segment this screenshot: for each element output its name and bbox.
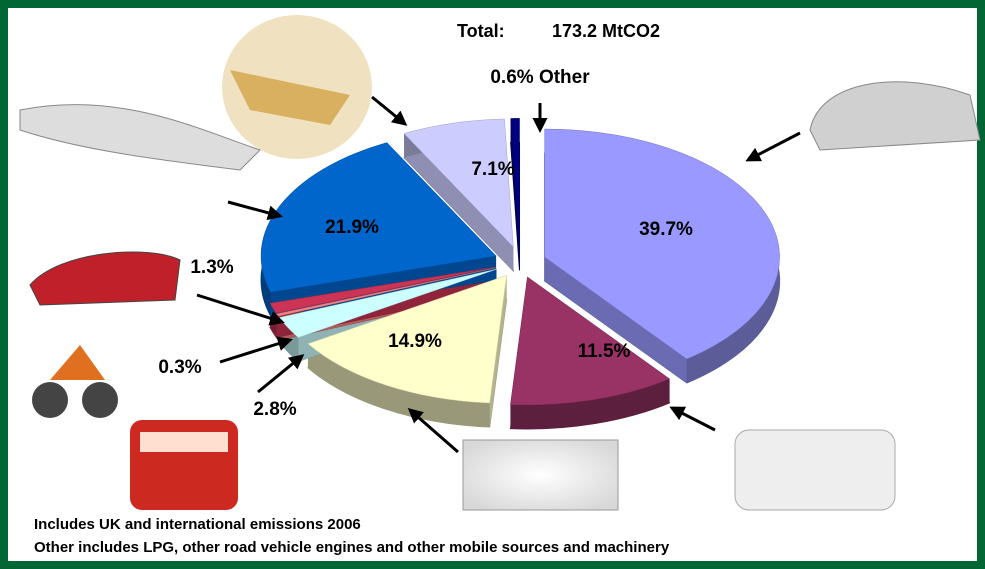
page: {"chart_data": { "type": "pie", "title":… [0, 0, 985, 569]
value-label: 0.3% [158, 357, 201, 378]
value-label: 2.8% [253, 399, 296, 420]
value-label: 7.1% [471, 159, 514, 180]
value-label: 11.5% [578, 341, 631, 362]
van-picture [735, 430, 895, 510]
value-label: 0.6% Other [490, 67, 590, 88]
note: Other includes LPG, other road vehicle e… [34, 539, 670, 556]
chart-subtitle: 173.2 MtCO2 [552, 21, 660, 41]
note: Includes UK and international emissions … [34, 516, 361, 533]
motorbike-wheel [32, 382, 68, 418]
truck-picture [463, 440, 618, 510]
value-label: 39.7% [639, 219, 693, 240]
chart: 39.7% 11.5% 14.9% 2.8% 0.3% 1.3% 21.9% 7.1% 0.6%… [0, 0, 985, 569]
value-label: 1.3% [190, 257, 233, 278]
bus-windows [140, 432, 228, 452]
motorbike-wheel [82, 382, 118, 418]
value-label: 14.9% [388, 331, 442, 352]
chart-title: Total: [457, 21, 505, 41]
value-label: 21.9% [325, 217, 379, 238]
